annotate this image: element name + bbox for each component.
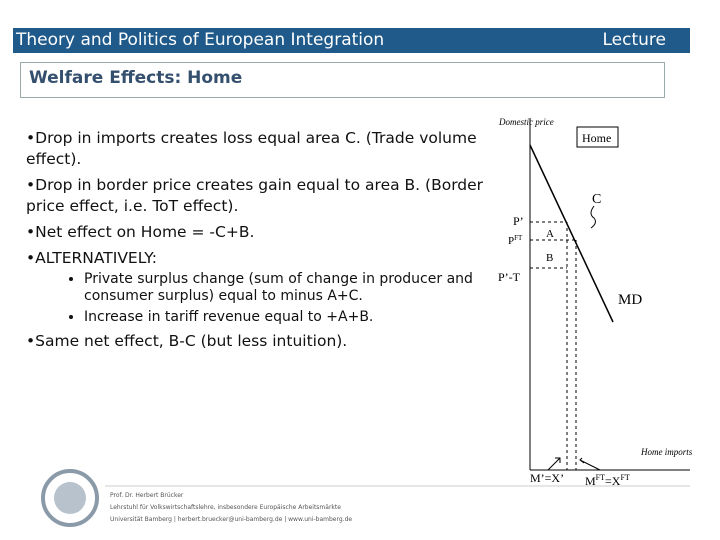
- bullet-dot: •: [26, 176, 36, 194]
- b-label: B: [546, 252, 553, 264]
- slide-title: Welfare Effects: Home: [20, 62, 665, 98]
- footer-line: Universität Bamberg | herbert.bruecker@u…: [110, 516, 353, 523]
- md-label: MD: [618, 292, 642, 308]
- p-prime-label: P’: [513, 214, 524, 228]
- bullet: •Drop in imports creates loss equal area…: [26, 128, 496, 170]
- home-box: [576, 126, 619, 148]
- sub-bullet: Private surplus change (sum of change in…: [84, 271, 496, 305]
- c-label: C: [592, 192, 601, 207]
- m-ft-sup1: FT: [596, 473, 605, 482]
- bullet-text: ALTERNATIVELY:: [35, 249, 157, 267]
- header-bar: Theory and Politics of European Integrat…: [13, 28, 690, 53]
- bullet-text: Net effect on Home = -C+B.: [35, 223, 255, 241]
- p-ft-sup: FT: [514, 234, 523, 242]
- bullet-dot: •: [26, 249, 36, 267]
- university-seal: [41, 469, 99, 527]
- bullet-text: Drop in imports creates loss equal area …: [26, 129, 477, 168]
- import-arrows: [547, 457, 601, 471]
- dashed-lines: [530, 221, 577, 470]
- c-pointer: [590, 205, 596, 229]
- a-label: A: [546, 228, 554, 240]
- x-axis-label: Home imports: [640, 447, 693, 457]
- bullet: •Net effect on Home = -C+B.: [26, 222, 496, 243]
- bullet: •Drop in border price creates gain equal…: [26, 175, 496, 217]
- footer: Prof. Dr. Herbert Brücker Lehrstuhl für V…: [110, 490, 352, 526]
- p-prime-t-label: P’-T: [498, 270, 521, 284]
- m-ft-mid: =X: [605, 474, 621, 488]
- bullet-dot: •: [26, 332, 36, 350]
- p-ft-base: P: [508, 235, 514, 247]
- bullets: •Drop in imports creates loss equal area…: [26, 128, 496, 357]
- bullet-text: Drop in border price creates gain equal …: [26, 176, 484, 215]
- bullet-dot: •: [26, 223, 36, 241]
- sub-bullet: Increase in tariff revenue equal to +A+B…: [84, 309, 496, 326]
- md-curve: [529, 144, 614, 323]
- m-ft-sup2: FT: [620, 473, 629, 482]
- header-title: Theory and Politics of European Integrat…: [16, 30, 385, 50]
- m-ft-label: MFT=XFT: [585, 473, 630, 488]
- m-ft-base: M: [585, 474, 596, 488]
- sub-list: Private surplus change (sum of change in…: [56, 271, 496, 326]
- y-axis-label: Domestic price: [498, 117, 554, 127]
- footer-line: Lehrstuhl für Volkswirtschaftslehre, ins…: [110, 504, 341, 511]
- footer-line: Prof. Dr. Herbert Brücker: [110, 492, 184, 499]
- bullet-dot: •: [26, 129, 36, 147]
- seal-center: [54, 482, 86, 514]
- p-ft-label: PFT: [508, 234, 523, 247]
- bullet: •ALTERNATIVELY: Private surplus change (s…: [26, 248, 496, 326]
- m-prime-label: M’=X’: [530, 471, 564, 485]
- home-label: Home: [582, 131, 611, 145]
- bullet: •Same net effect, B-C (but less intuitio…: [26, 331, 496, 352]
- bullet-text: Same net effect, B-C (but less intuition…: [35, 332, 348, 350]
- header-right: Lecture: [602, 30, 667, 50]
